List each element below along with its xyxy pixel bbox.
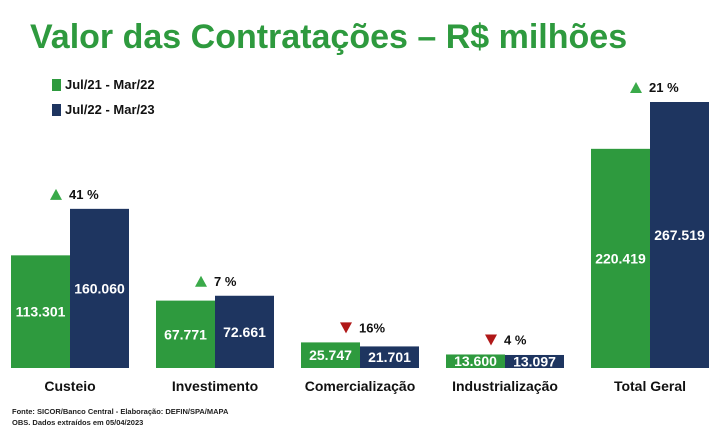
data-label-series-2-1: 72.661 <box>223 324 266 340</box>
data-label-series-1-0: 113.301 <box>16 304 66 320</box>
data-label-series-2-2: 21.701 <box>368 349 411 365</box>
bar-series-1-3 <box>446 354 505 368</box>
bar-series-1-2 <box>301 342 360 368</box>
footer-source: Fonte: SICOR/Banco Central - Elaboração:… <box>12 407 229 416</box>
chart-title: Valor das Contratações – R$ milhões <box>30 18 628 56</box>
bar-series-2-4 <box>650 102 709 368</box>
data-label-series-1-3: 13.600 <box>454 353 497 369</box>
data-label-series-2-3: 13.097 <box>513 353 556 369</box>
legend: Jul/21 - Mar/22 Jul/22 - Mar/23 <box>52 72 155 122</box>
category-label-4: Total Geral <box>614 378 686 394</box>
change-label-4: 21 % <box>649 80 679 95</box>
change-label-1: 7 % <box>214 274 237 289</box>
legend-label-series-1: Jul/21 - Mar/22 <box>65 77 155 92</box>
change-label-2: 16% <box>359 320 385 335</box>
footer: Fonte: SICOR/Banco Central - Elaboração:… <box>12 406 228 428</box>
change-arrow-down-2 <box>340 322 352 334</box>
bar-series-1-0 <box>11 255 70 368</box>
category-label-3: Industrialização <box>452 378 558 394</box>
footer-obs: OBS. Dados extraídos em 05/04/2023 <box>12 418 144 427</box>
legend-label-series-2: Jul/22 - Mar/23 <box>65 102 155 117</box>
change-label-3: 4 % <box>504 332 527 347</box>
legend-swatch-series-1 <box>52 78 61 91</box>
change-arrow-up-4 <box>630 82 642 93</box>
data-label-series-1-1: 67.771 <box>164 326 207 342</box>
change-arrow-down-3 <box>485 334 497 346</box>
bar-series-2-3 <box>505 354 564 368</box>
bar-series-2-1 <box>215 295 274 368</box>
change-arrow-up-0 <box>50 188 62 200</box>
change-arrow-up-1 <box>195 275 207 287</box>
bar-series-2-2 <box>360 346 419 368</box>
legend-item-series-2: Jul/22 - Mar/23 <box>52 97 155 122</box>
category-label-0: Custeio <box>44 378 95 394</box>
data-label-series-1-4: 220.419 <box>595 250 646 266</box>
legend-swatch-series-2 <box>52 103 61 116</box>
data-label-series-2-4: 267.519 <box>654 227 705 243</box>
data-label-series-2-0: 160.060 <box>74 280 125 296</box>
data-label-series-1-2: 25.747 <box>309 347 352 363</box>
category-label-1: Investimento <box>172 378 258 394</box>
bar-series-1-1 <box>156 300 215 368</box>
change-label-0: 41 % <box>69 187 99 202</box>
category-label-2: Comercialização <box>305 378 416 394</box>
legend-item-series-1: Jul/21 - Mar/22 <box>52 72 155 97</box>
bar-series-2-0 <box>70 208 129 368</box>
bar-series-1-4 <box>591 148 650 368</box>
